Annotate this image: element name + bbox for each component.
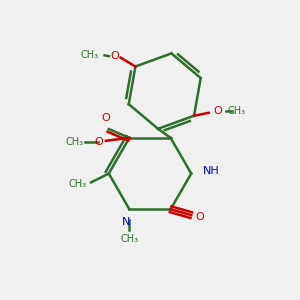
Text: O: O xyxy=(110,51,119,61)
Text: CH₃: CH₃ xyxy=(69,179,87,189)
Text: O: O xyxy=(94,137,103,147)
Text: N: N xyxy=(122,217,130,226)
Text: CH₃: CH₃ xyxy=(120,234,139,244)
Text: O: O xyxy=(213,106,222,116)
Text: CH₃: CH₃ xyxy=(80,50,99,60)
Text: O: O xyxy=(196,212,204,222)
Text: CH₃: CH₃ xyxy=(66,137,84,147)
Text: O: O xyxy=(101,113,110,123)
Text: NH: NH xyxy=(203,166,220,176)
Text: CH₃: CH₃ xyxy=(228,106,246,116)
